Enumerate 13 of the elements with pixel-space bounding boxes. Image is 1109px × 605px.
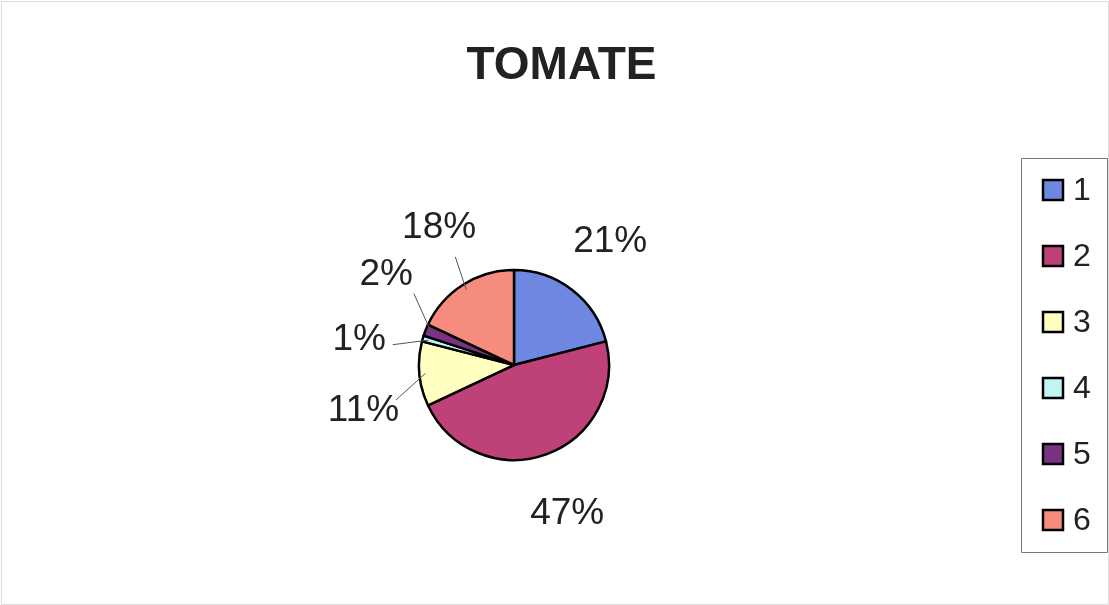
legend-label: 1 (1073, 171, 1091, 207)
data-label: 47% (530, 490, 605, 532)
data-label: 18% (402, 205, 477, 247)
chart-title: TOMATE (466, 37, 657, 89)
legend-label: 5 (1073, 435, 1091, 471)
legend-label: 4 (1073, 369, 1091, 405)
legend-label: 3 (1073, 303, 1091, 339)
data-label: 21% (573, 218, 648, 260)
data-label: 1% (332, 317, 386, 359)
data-label: 2% (359, 251, 413, 293)
legend-label: 2 (1073, 237, 1091, 273)
data-label: 11% (327, 387, 400, 429)
legend-label: 6 (1073, 501, 1091, 537)
